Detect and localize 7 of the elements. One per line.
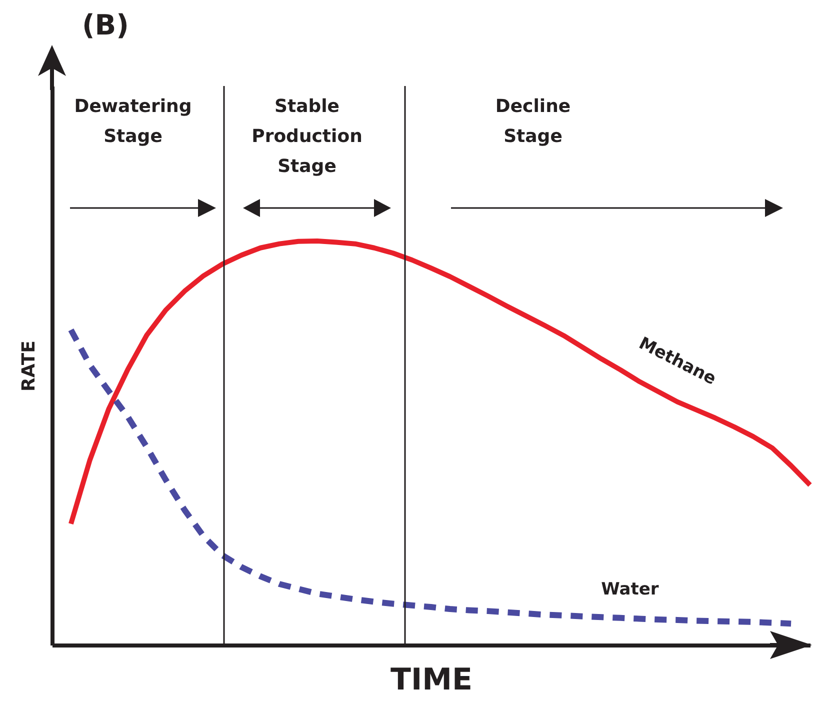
text: Dewatering Stage xyxy=(74,96,192,147)
text: Decline Stage xyxy=(495,96,571,147)
chart-title: (B) xyxy=(82,8,129,42)
text: Stable Production Stage xyxy=(252,96,362,177)
x-axis-title: TIME xyxy=(390,662,472,698)
series-label: Water xyxy=(601,580,660,600)
y-axis-title: RATE xyxy=(18,340,40,392)
